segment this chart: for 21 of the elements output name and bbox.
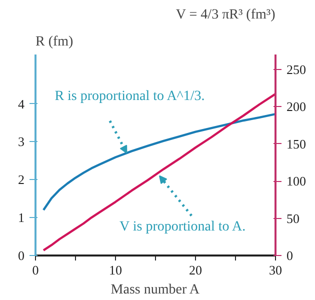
annotation: R is proportional to A^1/3.	[54, 88, 205, 104]
y-tick-label: 0	[18, 248, 24, 263]
x-axis-title: Mass number A	[110, 282, 200, 298]
annotation: V is proportional to A.	[120, 220, 246, 235]
x-tick-label: 30	[269, 262, 282, 278]
y2-tick-label: 50	[286, 210, 300, 226]
y-axis-title: R (fm)	[36, 34, 74, 50]
line-series	[42, 112, 276, 212]
x-tick-label: 20	[189, 262, 202, 278]
y2-tick-label: 200	[286, 99, 306, 114]
y-tick-label: 1	[18, 210, 24, 226]
y2-tick-label: 150	[286, 136, 306, 152]
y-tick-label: 2	[18, 172, 24, 188]
x-tick-label: 0	[32, 262, 39, 278]
y-tick-label: 4	[18, 96, 25, 112]
y-tick-label: 3	[18, 134, 24, 150]
y2-tick-label: 100	[286, 174, 306, 189]
x-tick-label: 10	[109, 262, 122, 278]
y2-tick-label: 250	[286, 62, 306, 77]
y2-tick-label: 0	[286, 248, 293, 263]
y2-axis-title: V = 4/3 πR³ (fm³)	[176, 8, 276, 22]
